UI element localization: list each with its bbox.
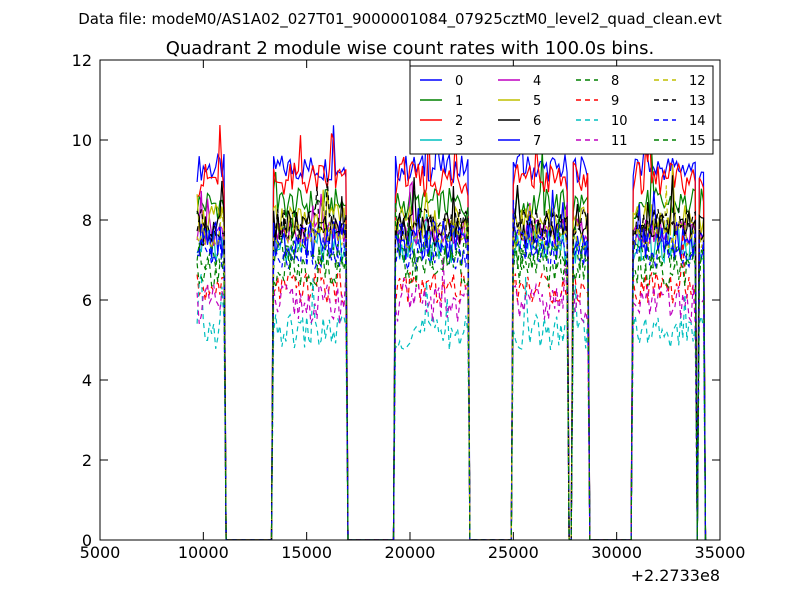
y-tick-label: 8 — [82, 211, 92, 230]
legend-label-7: 7 — [533, 134, 541, 149]
series-line-13 — [196, 178, 707, 540]
series-line-5 — [196, 165, 707, 540]
series-line-2 — [196, 124, 707, 540]
legend-label-14: 14 — [689, 114, 706, 129]
x-tick-label: 20000 — [385, 543, 436, 562]
figure-suptitle: Data file: modeM0/AS1A02_027T01_90000010… — [78, 10, 722, 29]
legend-label-11: 11 — [611, 134, 628, 149]
series-line-9 — [196, 233, 707, 540]
series-line-1 — [196, 150, 707, 540]
legend-label-8: 8 — [611, 74, 619, 89]
legend-label-10: 10 — [611, 114, 628, 129]
y-tick-label: 12 — [72, 51, 92, 70]
legend-label-12: 12 — [689, 74, 706, 89]
series-line-0 — [196, 123, 707, 540]
legend-label-2: 2 — [455, 114, 463, 129]
x-tick-label: 25000 — [488, 543, 539, 562]
plot-area — [196, 123, 707, 540]
legend-label-4: 4 — [533, 74, 541, 89]
y-tick-label: 0 — [82, 531, 92, 550]
legend-label-9: 9 — [611, 94, 619, 109]
legend-label-3: 3 — [455, 134, 463, 149]
x-tick-label: 10000 — [178, 543, 229, 562]
legend-label-13: 13 — [689, 94, 706, 109]
legend-label-0: 0 — [455, 74, 463, 89]
x-tick-label: 30000 — [591, 543, 642, 562]
chart-title: Quadrant 2 module wise count rates with … — [166, 38, 655, 59]
x-tick-label: 35000 — [695, 543, 746, 562]
x-offset-label: +2.2733e8 — [631, 566, 720, 585]
x-tick-label: 15000 — [281, 543, 332, 562]
legend-box — [409, 65, 714, 155]
series-line-11 — [196, 257, 707, 540]
series-line-6 — [196, 175, 707, 540]
legend-label-5: 5 — [533, 94, 541, 109]
legend-label-6: 6 — [533, 114, 541, 129]
y-tick-label: 10 — [72, 131, 92, 150]
y-tick-label: 4 — [82, 371, 92, 390]
x-tick-label: 5000 — [80, 543, 121, 562]
legend-label-15: 15 — [689, 134, 706, 149]
y-tick-label: 6 — [82, 291, 92, 310]
series-line-12 — [196, 185, 707, 540]
series-line-8 — [196, 202, 707, 540]
legend-label-1: 1 — [455, 94, 463, 109]
y-tick-label: 2 — [82, 451, 92, 470]
series-line-14 — [197, 199, 707, 540]
series-line-10 — [196, 273, 707, 540]
